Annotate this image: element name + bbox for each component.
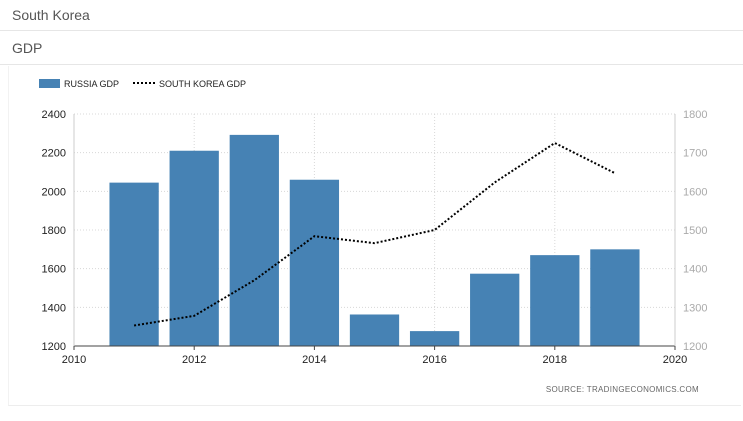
right-axis-tick-label: 1500: [683, 225, 707, 237]
left-axis-tick-label: 2000: [42, 186, 66, 198]
left-axis-tick-label: 1600: [42, 264, 66, 276]
legend-bar-label[interactable]: RUSSIA GDP: [64, 79, 119, 89]
grid-layer: [73, 113, 676, 347]
bar-russia-gdp-2019[interactable]: [590, 249, 640, 346]
legend[interactable]: RUSSIA GDP SOUTH KOREA GDP: [39, 79, 246, 89]
country-title[interactable]: South Korea: [12, 7, 90, 23]
x-axis-tick-label: 2016: [422, 354, 446, 366]
bar-russia-gdp-2015[interactable]: [349, 314, 400, 346]
page-header: South Korea: [0, 0, 743, 31]
x-axis-tick-label: 2010: [62, 354, 86, 366]
right-axis-tick-label: 1400: [683, 264, 707, 276]
bar-russia-gdp-2018[interactable]: [530, 255, 580, 346]
bar-russia-gdp-2014[interactable]: [289, 179, 340, 346]
bar-russia-gdp-2013[interactable]: [229, 134, 279, 346]
x-axis-tick-label: 2020: [663, 354, 687, 366]
line-layer: [133, 141, 616, 327]
line-south-korea-gdp[interactable]: [133, 141, 616, 327]
bar-russia-gdp-2017[interactable]: [470, 273, 520, 346]
bar-russia-gdp-2011[interactable]: [109, 182, 159, 346]
right-axis-tick-label: 1300: [683, 302, 707, 314]
left-axis-tick-label: 1400: [42, 302, 66, 314]
bar-russia-gdp-2016[interactable]: [409, 331, 460, 346]
x-axis-tick-label: 2012: [182, 354, 206, 366]
left-axis-tick-label: 1200: [42, 341, 66, 353]
left-axis-tick-label: 2400: [42, 109, 66, 121]
axis-layer: 1200 1400 1600 1800 2000 2200 2400 1200 1300 1400…: [42, 109, 708, 366]
left-axis-tick-label: 2200: [42, 148, 66, 160]
gdp-chart: 1200 1400 1600 1800 2000 2200 2400 1200 1300 1400…: [39, 79, 708, 394]
legend-line-label[interactable]: SOUTH KOREA GDP: [159, 79, 246, 89]
source-label[interactable]: SOURCE: TRADINGECONOMICS.COM: [546, 385, 699, 394]
indicator-title[interactable]: GDP: [12, 40, 43, 56]
right-axis-tick-label: 1800: [683, 109, 707, 121]
x-axis-tick-label: 2014: [302, 354, 326, 366]
left-axis-tick-label: 1800: [42, 225, 66, 237]
right-axis-tick-label: 1700: [683, 148, 707, 160]
chart-panel: 1200 1400 1600 1800 2000 2200 2400 1200 1300 1400…: [8, 66, 741, 406]
section-header: GDP: [0, 32, 743, 65]
right-axis-tick-label: 1200: [683, 341, 707, 353]
x-axis-tick-label: 2018: [543, 354, 567, 366]
bar-russia-gdp-2012[interactable]: [169, 150, 219, 346]
legend-bar-swatch: [39, 79, 60, 88]
bar-layer: [109, 134, 640, 346]
right-axis-tick-label: 1600: [683, 186, 707, 198]
